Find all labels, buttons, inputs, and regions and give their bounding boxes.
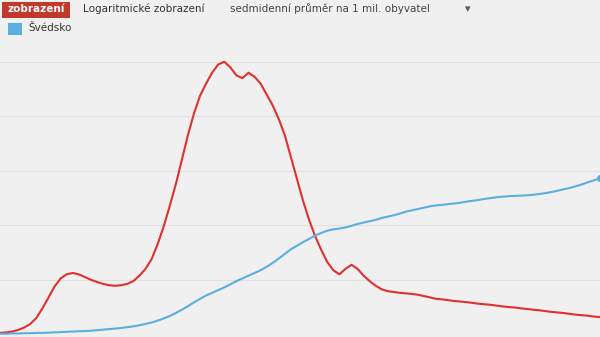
Text: ▾: ▾ bbox=[465, 4, 470, 14]
Text: Švédsko: Švédsko bbox=[28, 23, 71, 33]
FancyBboxPatch shape bbox=[2, 2, 70, 18]
Text: sedmidenní průměr na 1 mil. obyvatel: sedmidenní průměr na 1 mil. obyvatel bbox=[230, 4, 430, 14]
Text: Logaritmické zobrazení: Logaritmické zobrazení bbox=[83, 4, 205, 14]
Text: zobrazení: zobrazení bbox=[7, 4, 65, 14]
FancyBboxPatch shape bbox=[8, 23, 22, 35]
